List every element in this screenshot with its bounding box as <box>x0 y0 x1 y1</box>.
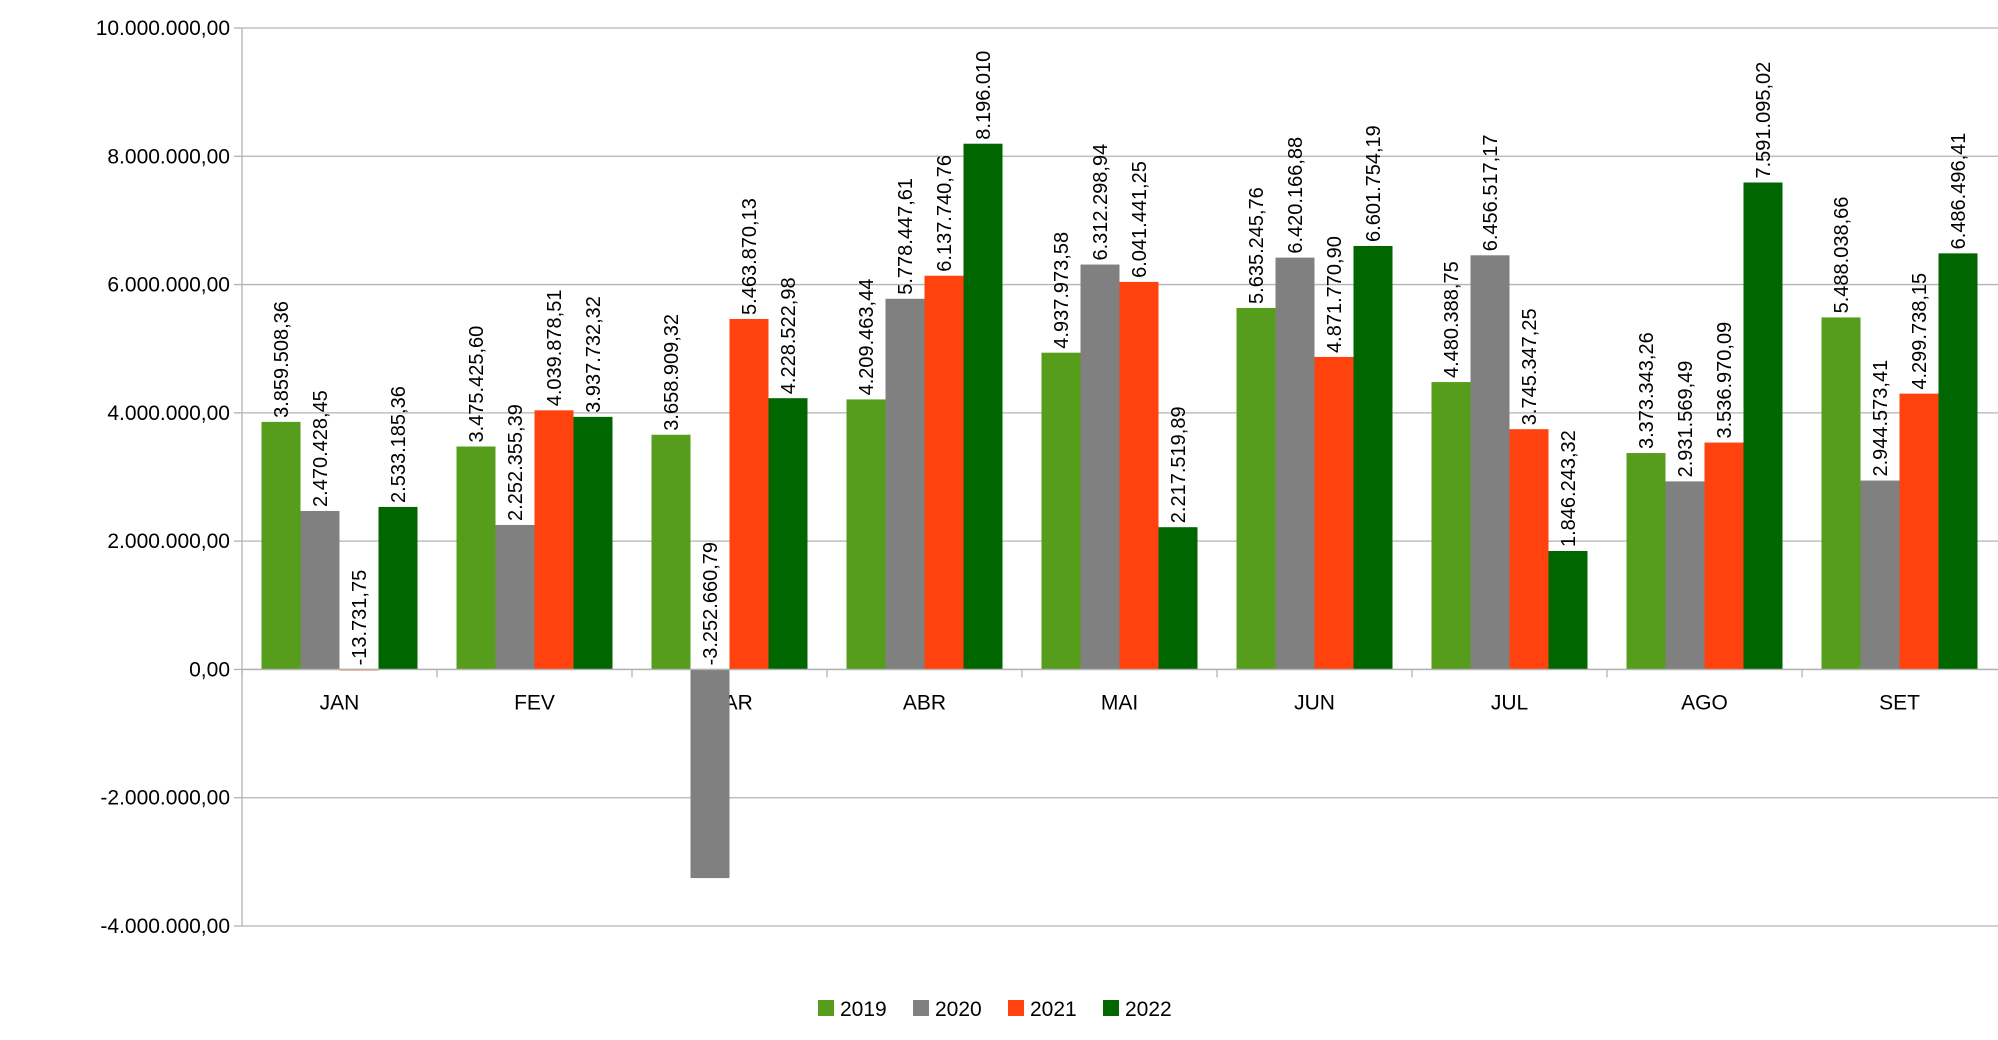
x-tick-label: SET <box>1879 691 1920 714</box>
y-tick-label: 2.000.000,00 <box>107 530 230 553</box>
bar <box>1353 245 1393 670</box>
value-label: -13.731,75 <box>349 570 371 666</box>
value-label: 3.536.970,09 <box>1714 322 1736 439</box>
value-label: 3.859.508,36 <box>271 301 293 418</box>
x-tick-label: JUN <box>1294 691 1335 714</box>
value-label: 5.778.447,61 <box>895 178 917 295</box>
value-label: 3.373.343,26 <box>1636 332 1658 449</box>
bar <box>300 510 340 670</box>
x-tick-label: FEV <box>514 691 555 714</box>
value-label: 6.420.166,88 <box>1285 137 1307 254</box>
bar <box>261 421 301 670</box>
value-label: -3.252.660,79 <box>700 542 722 665</box>
legend-label: 2020 <box>935 998 982 1021</box>
bar <box>1899 393 1939 670</box>
bar <box>1158 527 1198 670</box>
bar <box>1509 429 1549 670</box>
bar <box>1704 442 1744 670</box>
bar <box>534 410 574 670</box>
y-tick-label: -4.000.000,00 <box>100 915 230 938</box>
value-label: 2.533.185,36 <box>388 386 410 503</box>
y-tick-label: 0,00 <box>189 658 230 681</box>
bar <box>729 318 769 670</box>
value-label: 6.486.496,41 <box>1948 133 1970 250</box>
x-tick-label: JAN <box>320 691 360 714</box>
value-label: 3.475.425,60 <box>466 326 488 443</box>
value-label: 2.252.355,39 <box>505 404 527 521</box>
legend-label: 2021 <box>1030 998 1077 1021</box>
bar <box>846 399 886 670</box>
value-label: 2.944.573,41 <box>1870 360 1892 477</box>
bar <box>651 434 691 670</box>
bar <box>1041 352 1081 670</box>
value-label: 4.480.388,75 <box>1441 261 1463 378</box>
x-tick-label: AGO <box>1681 691 1728 714</box>
y-tick-label: 10.000.000,00 <box>96 17 230 40</box>
value-label: 3.937.732,32 <box>583 296 605 413</box>
value-label: 1.846.243,32 <box>1558 430 1580 547</box>
value-label: 2.931.569,49 <box>1675 361 1697 478</box>
value-label: 6.312.298,94 <box>1090 144 1112 261</box>
bar <box>1119 281 1159 670</box>
legend-swatch <box>913 1000 929 1016</box>
bar <box>1548 551 1588 670</box>
legend-label: 2022 <box>1125 998 1172 1021</box>
bar <box>1431 382 1471 670</box>
y-tick-label: 4.000.000,00 <box>107 402 230 425</box>
value-label: 4.299.738,15 <box>1909 273 1931 390</box>
bar <box>456 446 496 670</box>
bar <box>1860 480 1900 670</box>
value-label: 4.039.878,51 <box>544 290 566 407</box>
value-label: 4.937.973,58 <box>1051 232 1073 349</box>
bar <box>1743 182 1783 670</box>
value-label: 6.041.441,25 <box>1129 161 1151 278</box>
value-label: 6.456.517,17 <box>1480 135 1502 252</box>
bar <box>1080 264 1120 670</box>
bar <box>1938 253 1978 670</box>
bar <box>1314 356 1354 670</box>
value-label: 7.591.095,02 <box>1753 62 1775 179</box>
value-label: 8.196.010 <box>973 51 995 140</box>
bar <box>1470 255 1510 670</box>
value-label: 5.463.870,13 <box>739 198 761 315</box>
value-label: 5.635.245,76 <box>1246 187 1268 304</box>
bar <box>924 275 964 670</box>
value-label: 6.137.740,76 <box>934 155 956 272</box>
bar <box>573 416 613 670</box>
bar <box>1821 317 1861 670</box>
value-label: 6.601.754,19 <box>1363 125 1385 242</box>
value-label: 2.217.519,89 <box>1168 406 1190 523</box>
x-tick-label: MAI <box>1101 691 1138 714</box>
x-tick-label: ABR <box>903 691 946 714</box>
bar <box>1236 307 1276 670</box>
bar <box>768 398 808 670</box>
y-tick-label: 6.000.000,00 <box>107 274 230 297</box>
value-label: 3.745.347,25 <box>1519 308 1541 425</box>
bar <box>495 524 535 670</box>
value-label: 4.228.522,98 <box>778 277 800 394</box>
bar <box>885 298 925 670</box>
value-label: 4.871.770,90 <box>1324 236 1346 353</box>
bar <box>1626 453 1666 670</box>
y-tick-label: 8.000.000,00 <box>107 145 230 168</box>
bar <box>378 506 418 670</box>
x-tick-label: JUL <box>1491 691 1528 714</box>
legend-swatch <box>1103 1000 1119 1016</box>
bar <box>963 143 1003 670</box>
legend-label: 2019 <box>840 998 887 1021</box>
bar <box>690 669 730 879</box>
value-label: 4.209.463,44 <box>856 279 878 396</box>
value-label: 5.488.038,66 <box>1831 197 1853 314</box>
y-tick-label: -2.000.000,00 <box>100 787 230 810</box>
value-label: 3.658.909,32 <box>661 314 683 431</box>
legend-swatch <box>1008 1000 1024 1016</box>
bar <box>1665 481 1705 670</box>
legend-swatch <box>818 1000 834 1016</box>
bar <box>1275 257 1315 670</box>
value-label: 2.470.428,45 <box>310 390 332 507</box>
